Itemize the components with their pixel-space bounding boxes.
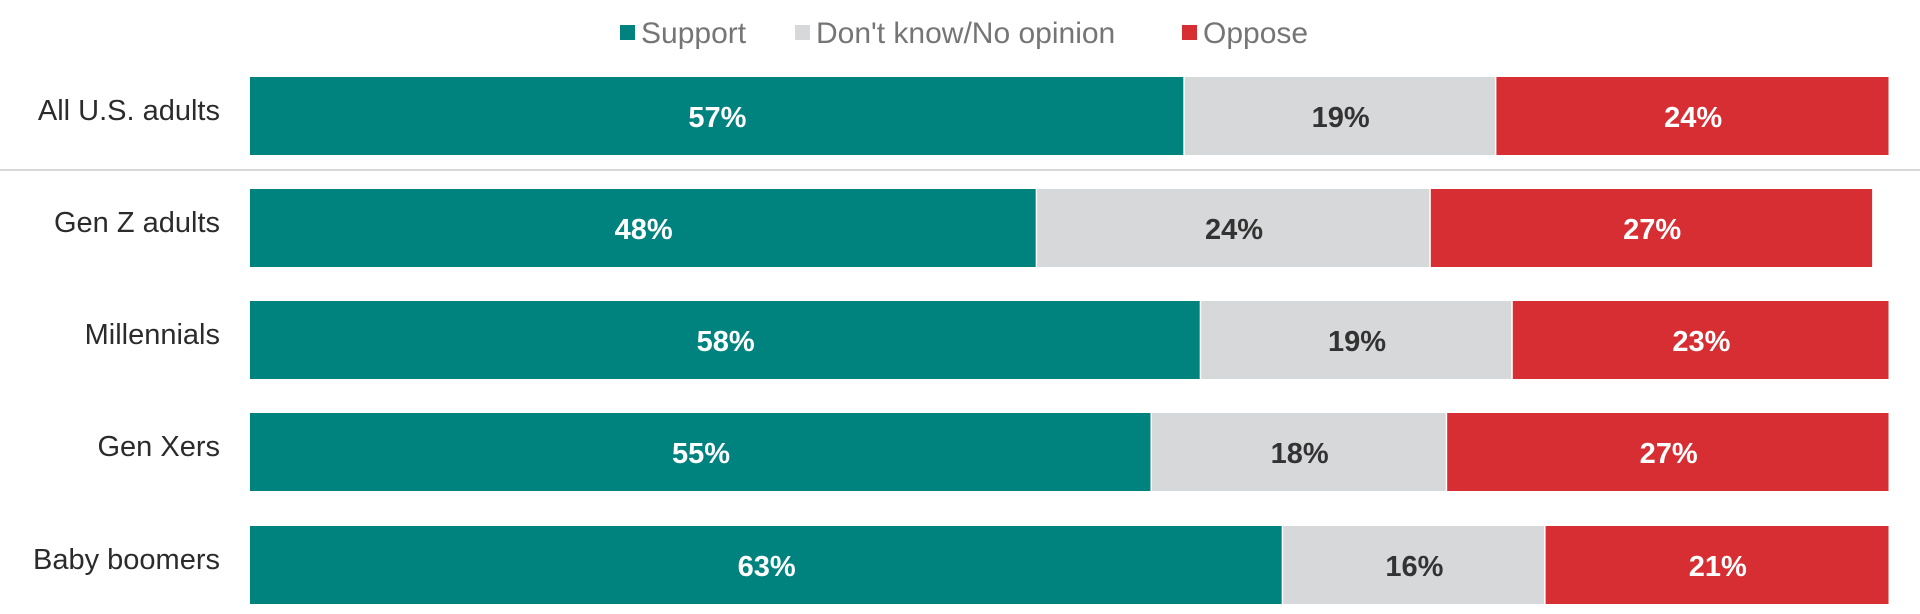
- bar-segment-oppose: [1430, 189, 1873, 267]
- bar-segment-don-t-know-no-opinion: [1184, 77, 1495, 155]
- legend-label-don-t-know-no-opinion: Don't know/No opinion: [816, 17, 1115, 50]
- chart-row-millennials: Millennials 58% 19% 23%: [85, 301, 1889, 379]
- data-label-don-t-know-no-opinion: 19%: [1328, 326, 1386, 358]
- chart-row-gen-xers: Gen Xers 55% 18% 27%: [98, 413, 1889, 491]
- data-label-support: 58%: [697, 326, 755, 358]
- data-label-don-t-know-no-opinion: 19%: [1312, 102, 1370, 134]
- data-label-oppose: 27%: [1640, 438, 1698, 470]
- bar-segment-support: [250, 189, 1036, 267]
- legend-swatch-don-t-know-no-opinion: [795, 25, 810, 40]
- bar-segment-don-t-know-no-opinion: [1201, 301, 1512, 379]
- category-label: All U.S. adults: [38, 95, 220, 127]
- bar-segment-support: [250, 413, 1151, 491]
- data-label-don-t-know-no-opinion: 24%: [1205, 214, 1263, 246]
- category-label: Baby boomers: [33, 544, 220, 576]
- category-label: Gen Z adults: [54, 207, 220, 239]
- chart-legend: Support Don't know/No opinion Oppose: [620, 17, 1308, 50]
- bar-segment-oppose: [1496, 77, 1889, 155]
- data-label-don-t-know-no-opinion: 16%: [1385, 551, 1443, 583]
- bar-segment-support: [250, 526, 1282, 604]
- bar-segment-oppose: [1512, 301, 1889, 379]
- chart-row-baby-boomers: Baby boomers 63% 16% 21%: [33, 526, 1889, 604]
- legend-label-support: Support: [641, 17, 747, 50]
- data-label-support: 63%: [738, 551, 796, 583]
- legend-label-oppose: Oppose: [1203, 17, 1308, 50]
- bar-segment-don-t-know-no-opinion: [1152, 413, 1446, 491]
- data-label-support: 48%: [615, 214, 673, 246]
- data-label-don-t-know-no-opinion: 18%: [1271, 438, 1329, 470]
- bar-segment-don-t-know-no-opinion: [1037, 189, 1430, 267]
- bar-segment-support: [250, 301, 1200, 379]
- bar-segment-oppose: [1545, 526, 1889, 604]
- chart-row-gen-z-adults: Gen Z adults 48% 24% 27%: [54, 189, 1873, 267]
- chart-row-all-u-s-adults: All U.S. adults 57% 19% 24%: [38, 77, 1889, 155]
- chart-rows: All U.S. adults 57% 19% 24% Gen Z adults 48% 2…: [33, 77, 1889, 604]
- legend-swatch-oppose: [1182, 25, 1197, 40]
- legend-swatch-support: [620, 25, 635, 40]
- bar-segment-oppose: [1447, 413, 1889, 491]
- bar-segment-don-t-know-no-opinion: [1283, 526, 1545, 604]
- bar-segment-support: [250, 77, 1184, 155]
- category-label: Gen Xers: [98, 431, 221, 463]
- data-label-support: 55%: [672, 438, 730, 470]
- data-label-oppose: 23%: [1672, 326, 1730, 358]
- data-label-oppose: 24%: [1664, 102, 1722, 134]
- category-label: Millennials: [85, 319, 220, 351]
- data-label-oppose: 27%: [1623, 214, 1681, 246]
- data-label-oppose: 21%: [1689, 551, 1747, 583]
- data-label-support: 57%: [688, 102, 746, 134]
